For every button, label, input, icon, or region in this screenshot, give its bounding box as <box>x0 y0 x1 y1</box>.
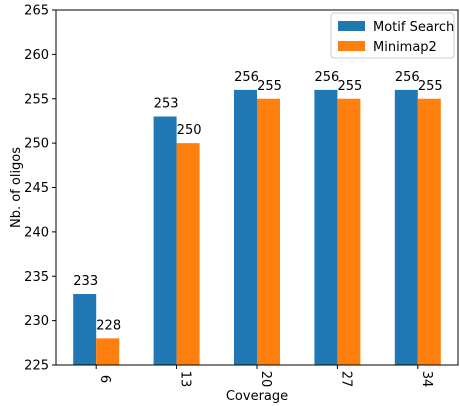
bar-minimap2-27 <box>337 98 361 365</box>
legend: Motif Search Minimap2 <box>330 12 455 59</box>
data-label-motif-search-34: 256 <box>395 70 420 85</box>
x-tick-label-13: 13 <box>178 371 193 388</box>
y-tick-label-235: 235 <box>24 270 49 285</box>
legend-label-motif-search: Motif Search <box>373 20 454 35</box>
x-tick-label-20: 20 <box>258 371 273 388</box>
bar-motif-search-27 <box>314 89 338 365</box>
data-label-motif-search-20: 256 <box>234 70 259 85</box>
y-tick-label-265: 265 <box>24 4 49 19</box>
x-tick-label-6: 6 <box>97 375 112 383</box>
x-axis: 6 13 20 27 34 <box>95 365 434 388</box>
bar-minimap2-20 <box>257 98 280 365</box>
y-tick-label-245: 245 <box>24 181 49 196</box>
bar-motif-search-34 <box>394 89 418 365</box>
x-tick-label-34: 34 <box>419 371 434 388</box>
y-axis-label: Nb. of oligos <box>9 147 24 228</box>
data-label-motif-search-13: 253 <box>154 97 179 112</box>
y-tick-label-255: 255 <box>24 92 49 107</box>
data-label-minimap2-13: 250 <box>177 123 202 138</box>
y-axis: 225 230 235 240 245 250 255 260 265 <box>24 4 56 374</box>
legend-swatch-minimap2 <box>338 41 365 51</box>
y-tick-label-225: 225 <box>24 359 49 374</box>
data-label-minimap2-27: 255 <box>337 79 362 94</box>
x-axis-label: Coverage <box>226 389 288 404</box>
bar-motif-search-20 <box>234 89 257 365</box>
bar-minimap2-13 <box>176 143 200 365</box>
data-label-minimap2-34: 255 <box>418 79 443 94</box>
data-label-minimap2-20: 255 <box>257 79 282 94</box>
y-tick-label-240: 240 <box>24 225 49 240</box>
y-tick-label-260: 260 <box>24 48 49 63</box>
bar-minimap2-6 <box>96 338 120 365</box>
x-tick-label-27: 27 <box>338 371 353 388</box>
data-label-minimap2-6: 228 <box>96 318 121 333</box>
data-label-motif-search-6: 233 <box>73 274 98 289</box>
bar-minimap2-34 <box>417 98 441 365</box>
data-label-motif-search-27: 256 <box>314 70 339 85</box>
bars-layer <box>73 89 441 365</box>
y-tick-label-230: 230 <box>24 314 49 329</box>
y-tick-label-250: 250 <box>24 137 49 152</box>
legend-label-minimap2: Minimap2 <box>373 40 437 55</box>
bar-motif-search-13 <box>153 116 177 365</box>
bar-motif-search-6 <box>73 294 97 365</box>
legend-swatch-motif-search <box>338 21 365 31</box>
